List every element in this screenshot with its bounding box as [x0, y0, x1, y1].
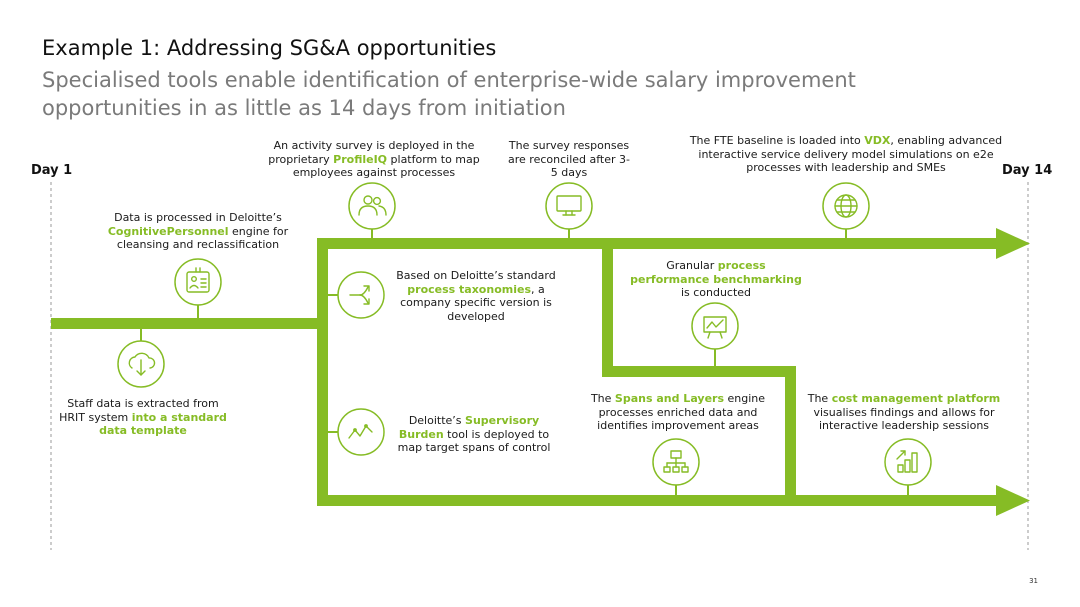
survey-responses-node	[545, 182, 593, 230]
flow-lines	[51, 228, 1030, 516]
cognitive-personnel-node	[174, 258, 222, 306]
supervisory-burden-node	[337, 408, 385, 456]
supervisory-burden-text: Deloitte’s Supervisory Burden tool is de…	[397, 414, 551, 454]
bar-chart-up-icon	[896, 450, 918, 473]
id-card-icon	[186, 267, 210, 293]
process-taxonomies-node	[337, 271, 385, 319]
globe-icon	[834, 194, 858, 218]
main-flow-line	[51, 318, 327, 329]
cost-platform-text: The cost management platform visualises …	[807, 392, 1001, 432]
people-icon	[358, 195, 387, 216]
page-number: 31	[1029, 577, 1038, 585]
mid-connector-horizontal	[602, 366, 796, 377]
vertical-trunk-line	[317, 238, 328, 506]
profileiq-text: An activity survey is deployed in the pr…	[268, 139, 480, 179]
cloud-download-icon	[128, 352, 156, 376]
monitor-icon	[556, 195, 582, 216]
vdx-text: The FTE baseline is loaded into VDX, ena…	[689, 134, 1003, 174]
presentation-chart-icon	[703, 316, 727, 339]
hrit-text: Staff data is extracted from HRIT system…	[59, 397, 227, 437]
spans-layers-node	[652, 438, 700, 486]
profileiq-node	[348, 182, 396, 230]
page-title: Example 1: Addressing SG&A opportunities	[42, 36, 497, 60]
benchmarking-text: Granular process performance benchmarkin…	[630, 259, 802, 299]
zigzag-line-icon	[348, 424, 373, 439]
cost-platform-node	[884, 438, 932, 486]
bottom-branch-line	[317, 495, 997, 506]
top-branch-arrowhead	[996, 228, 1030, 259]
vdx-node	[822, 182, 870, 230]
day-start-label: Day 1	[31, 163, 73, 178]
bottom-branch-arrowhead	[996, 485, 1030, 516]
spans-layers-text: The Spans and Layers engine processes en…	[590, 392, 766, 432]
day-end-label: Day 14	[1002, 163, 1053, 178]
mid-connector-vertical-1	[602, 238, 613, 376]
hrit-node	[117, 340, 165, 388]
branch-arrow-icon	[349, 285, 370, 305]
cognitive-personnel-text: Data is processed in Deloitte’s Cognitiv…	[107, 211, 289, 251]
survey-responses-text: The survey responses are reconciled afte…	[508, 139, 630, 179]
top-branch-line	[317, 238, 997, 249]
process-taxonomies-text: Based on Deloitte’s standard process tax…	[396, 269, 556, 323]
benchmarking-node	[691, 302, 739, 350]
mid-connector-vertical-2	[785, 366, 796, 504]
org-chart-icon	[663, 450, 689, 473]
node-connectors	[140, 229, 909, 495]
page-subtitle: Specialised tools enable identification …	[42, 68, 856, 120]
